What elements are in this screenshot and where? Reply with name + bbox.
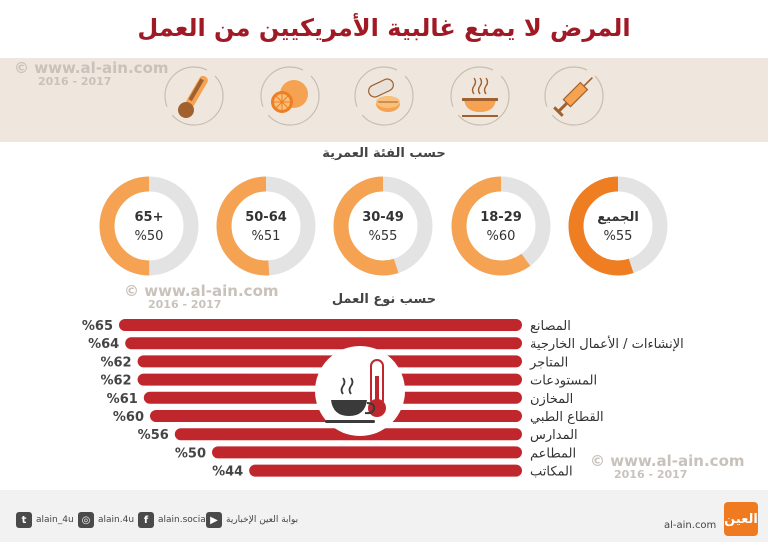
bar-category-label: المتاجر [529, 355, 568, 370]
bar-value-label: %64 [88, 337, 119, 352]
donut-30-49: 30-49 %55 [331, 174, 435, 278]
donut-arc [568, 176, 668, 276]
donut-ring [333, 176, 433, 276]
watermark-years: 2016 - 2017 [148, 298, 222, 311]
watermark-url: www.al-ain.com [610, 452, 745, 470]
bar-category-label: القطاع الطبي [530, 410, 604, 425]
footer [0, 490, 768, 542]
donut-value: %50 [134, 229, 164, 244]
donut-value: %55 [603, 229, 633, 244]
bar [119, 319, 522, 331]
youtube-link[interactable]: ▶ بوابة العين الإخبارية [202, 512, 298, 528]
donut-arc [216, 176, 316, 276]
work-section-title: حسب نوع العمل [331, 292, 437, 307]
site-link[interactable]: al-ain.com [664, 520, 717, 531]
donut-category: الجميع [597, 210, 639, 225]
tea-thermometer-icon [315, 346, 405, 436]
watermark: © www.al-ain.com 2016 - 2017 [14, 59, 169, 89]
twitter-link[interactable]: t alain_4u [12, 512, 74, 528]
page-title: المرض لا يمنع غالبية الأمريكيين من العمل [137, 14, 631, 42]
donut-value: %51 [251, 229, 281, 244]
bar-value-label: %60 [113, 410, 144, 425]
bar-value-label: %61 [107, 392, 138, 407]
watermark-url: www.al-ain.com [144, 282, 279, 300]
donut-arc [451, 176, 551, 276]
work-bar-chart: %65 المصانع %64 الإنشاءات / الأعمال الخارجي… [82, 319, 684, 480]
donut-ring [568, 176, 668, 276]
donut-arc [99, 176, 199, 276]
syringe-icon [542, 64, 606, 128]
youtube-icon: ▶ [206, 512, 222, 528]
bar-category-label: الإنشاءات / الأعمال الخارجية [530, 335, 684, 352]
facebook-link[interactable]: f alain.social [134, 512, 208, 528]
bar-category-label: المدارس [530, 428, 578, 443]
youtube-handle: بوابة العين الإخبارية [226, 515, 299, 525]
donut-18-29: 18-29 %60 [449, 174, 553, 278]
al-ain-logo[interactable]: العين [724, 502, 758, 536]
watermark-years: 2016 - 2017 [614, 468, 688, 481]
bar [125, 337, 522, 350]
facebook-handle: alain.social [158, 515, 209, 525]
instagram-link[interactable]: ◎ alain.4u [74, 512, 134, 528]
hot-soup-icon [448, 64, 512, 128]
bar-category-label: المكاتب [530, 465, 573, 480]
donut-category: 65+ [134, 210, 164, 225]
donut-arc [333, 176, 433, 276]
twitter-icon: t [16, 512, 32, 528]
donut-category: 30-49 [362, 210, 404, 225]
donut-65plus: 65+ %50 [97, 174, 201, 278]
donut-all: الجميع %55 [566, 174, 670, 278]
bar-value-label: %62 [100, 374, 131, 389]
bar-value-label: %50 [175, 446, 206, 461]
bar [212, 446, 522, 459]
donut-ring [99, 176, 199, 276]
bar-category-label: المصانع [530, 319, 571, 334]
bar-category-label: المطاعم [530, 446, 576, 461]
watermark-url: www.al-ain.com [34, 59, 169, 77]
donut-category: 18-29 [480, 210, 522, 225]
watermark-years: 2016 - 2017 [38, 75, 112, 88]
instagram-icon: ◎ [78, 512, 94, 528]
bar-value-label: %62 [100, 355, 131, 370]
orange-icon [258, 64, 322, 128]
instagram-handle: alain.4u [98, 515, 135, 525]
donut-ring [451, 176, 551, 276]
watermark: © www.al-ain.com 2016 - 2017 [124, 282, 279, 312]
bar-value-label: %65 [82, 319, 113, 334]
watermark: © www.al-ain.com 2016 - 2017 [590, 452, 745, 482]
donut-ring [216, 176, 316, 276]
donut-value: %55 [368, 229, 398, 244]
bar [249, 464, 522, 477]
bar-category-label: المخازن [530, 392, 573, 407]
donut-category: 50-64 [245, 210, 287, 225]
twitter-handle: alain_4u [36, 515, 74, 525]
pills-icon [352, 64, 416, 128]
bar-value-label: %44 [212, 465, 243, 480]
facebook-icon: f [138, 512, 154, 528]
thermometer-icon [162, 64, 226, 128]
bar-category-label: المستودعات [530, 374, 597, 389]
bar-value-label: %56 [138, 428, 169, 443]
age-section-title: حسب الفئة العمرية [322, 146, 446, 161]
donut-50-64: 50-64 %51 [214, 174, 318, 278]
donut-value: %60 [486, 229, 516, 244]
